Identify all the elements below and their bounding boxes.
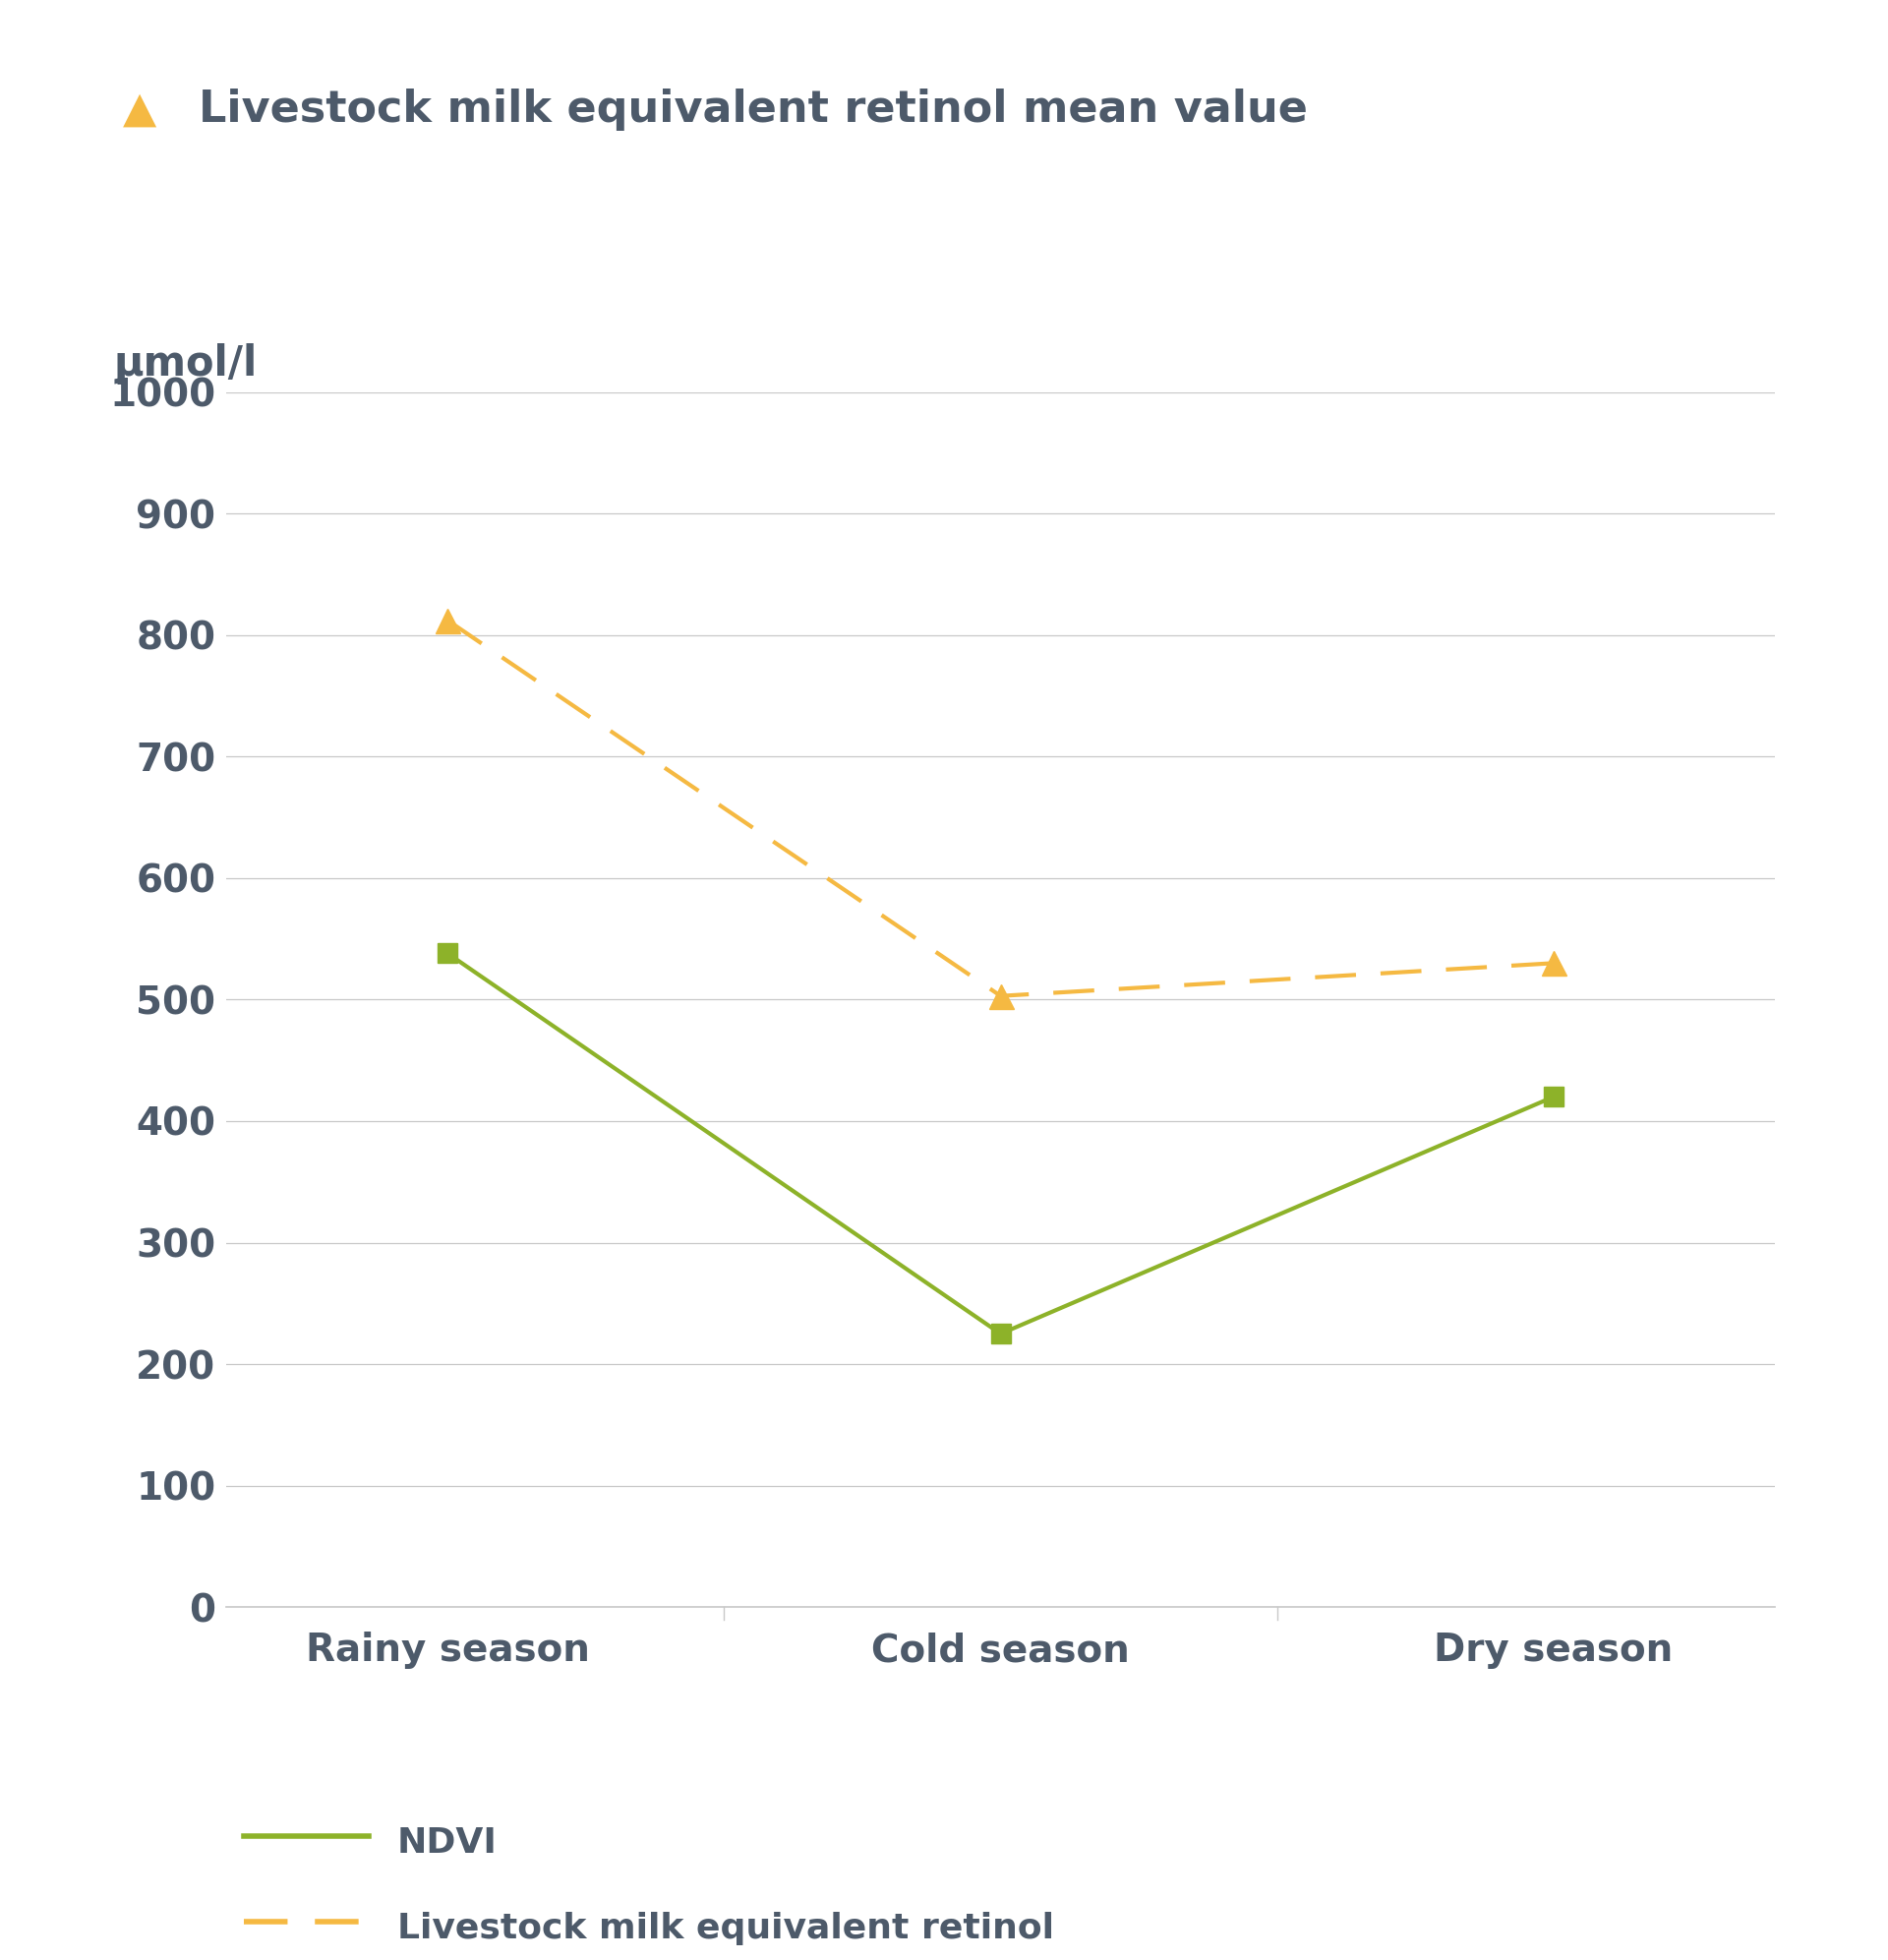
Legend: NDVI, Livestock milk equivalent retinol: NDVI, Livestock milk equivalent retinol xyxy=(244,1819,1054,1948)
Text: ▲: ▲ xyxy=(123,88,157,131)
Text: μmol/l: μmol/l xyxy=(113,343,257,384)
Text: Livestock milk equivalent retinol mean value: Livestock milk equivalent retinol mean v… xyxy=(198,88,1306,131)
